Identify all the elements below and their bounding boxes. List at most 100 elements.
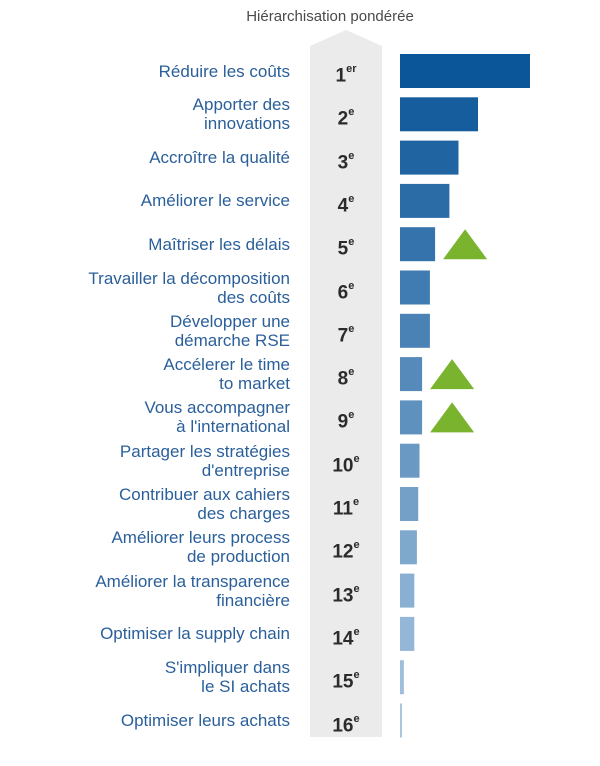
category-label: Accroître la qualité (10, 148, 290, 167)
rank-column-background (310, 30, 382, 737)
rising-arrow-icon (430, 402, 475, 433)
category-label-line: innovations (203, 114, 290, 134)
category-label-line: Réduire les coûts (158, 61, 290, 81)
chart-title: Hiérarchisation pondérée (246, 8, 414, 25)
rank-number: 15 (332, 671, 354, 693)
rank-number: 3 (337, 151, 349, 173)
category-label-line: des charges (197, 504, 290, 523)
category-label: S'impliquer dans le SI achats (10, 658, 290, 696)
category-label-line: financière (216, 590, 290, 610)
rank-number: 1 (335, 65, 347, 87)
bar-3 (400, 140, 459, 175)
category-label: Vous accompagner à l'international (10, 398, 290, 436)
bar-6 (400, 270, 430, 305)
category-label: Réduire les coûts (10, 62, 290, 81)
rank-label: 16e (310, 710, 382, 737)
rank-label: 3e (310, 147, 382, 174)
category-label-line: to market (219, 374, 290, 394)
rank-number: 8 (337, 368, 349, 390)
category-label-line: Maîtriser les délais (148, 234, 290, 254)
category-label: Accélerer le time to market (10, 355, 290, 393)
category-label-line: Contribuer aux cahiers (118, 485, 290, 504)
rank-suffix: e (353, 582, 360, 595)
bar-10 (400, 443, 420, 478)
bar-2 (400, 97, 478, 132)
bar-13 (400, 573, 415, 608)
rank-label: 12e (310, 536, 382, 563)
category-label-line: Optimiser leurs achats (120, 711, 290, 730)
category-label: Apporter des innovations (10, 95, 290, 133)
rank-label: 5e (310, 233, 382, 260)
rank-label: 6e (310, 277, 382, 304)
rank-number: 16 (332, 714, 354, 736)
bar-4 (400, 183, 450, 218)
rank-label: 13e (310, 580, 382, 607)
rank-suffix: e (348, 106, 355, 119)
bar-14 (400, 616, 415, 651)
rank-number: 9 (337, 411, 349, 433)
rank-number: 12 (332, 541, 354, 563)
rank-number: 5 (337, 238, 349, 260)
category-label: Améliorer leurs process de production (10, 528, 290, 566)
category-label-line: Optimiser la supply chain (100, 624, 290, 644)
category-label-line: Accroître la qualité (149, 148, 290, 168)
bar-8 (400, 357, 423, 392)
rank-number: 4 (337, 195, 349, 217)
rank-suffix: e (353, 539, 360, 552)
rank-suffix: e (353, 712, 360, 725)
rank-label: 7e (310, 320, 382, 347)
rank-label: 10e (310, 450, 382, 477)
rank-suffix: e (353, 452, 360, 465)
category-label-line: Travailler la décomposition (88, 268, 290, 288)
rank-label: 9e (310, 406, 382, 433)
rising-arrows-group (430, 229, 488, 433)
category-label-line: S'impliquer dans (164, 658, 290, 678)
rank-number: 10 (332, 455, 354, 477)
category-label-line: Développer une (169, 311, 290, 331)
category-label-line: de production (186, 547, 290, 567)
bar-7 (400, 313, 430, 348)
bar-11 (400, 487, 419, 521)
category-label-line: Apporter des (192, 95, 290, 115)
rank-suffix: e (353, 625, 360, 638)
rank-suffix: e (348, 192, 355, 205)
category-label: Optimiser la supply chain (10, 624, 290, 643)
category-label: Maîtriser les délais (10, 235, 290, 254)
category-label: Améliorer le service (10, 191, 290, 210)
category-label-line: Améliorer leurs process (111, 528, 290, 548)
category-label-line: Améliorer le service (140, 191, 290, 211)
category-label-line: des coûts (217, 287, 290, 307)
rank-label: 1er (310, 60, 382, 87)
rank-label: 11e (310, 493, 382, 520)
bar-16 (400, 703, 402, 738)
rank-suffix: e (352, 496, 360, 508)
category-label-line: Améliorer la transparence (95, 571, 290, 591)
bar-12 (400, 530, 417, 565)
rank-number: 14 (332, 628, 354, 650)
rising-arrow-icon (430, 359, 475, 390)
category-label: Développer une démarche RSE (10, 312, 290, 350)
rank-suffix: e (353, 669, 360, 682)
rank-number: 7 (337, 325, 349, 347)
category-label-line: Accélerer le time (163, 355, 290, 375)
rank-number: 11 (332, 498, 353, 520)
bar-9 (400, 400, 423, 435)
rank-suffix: e (348, 279, 355, 292)
category-label-line: Partager les stratégies (119, 441, 290, 461)
category-label-line: d'entreprise (201, 460, 290, 480)
rank-number: 13 (332, 584, 354, 606)
category-label: Partager les stratégies d'entreprise (10, 442, 290, 480)
category-label: Travailler la décomposition des coûts (10, 269, 290, 307)
bar-15 (400, 660, 404, 695)
category-label-line: démarche RSE (174, 330, 290, 350)
rank-label: 2e (310, 103, 382, 130)
category-label: Améliorer la transparence financière (10, 572, 290, 610)
rank-label: 8e (310, 363, 382, 390)
bars-group (400, 54, 530, 738)
category-label-line: le SI achats (201, 677, 290, 697)
rank-suffix: er (346, 63, 357, 75)
rank-label: 4e (310, 190, 382, 217)
bar-5 (400, 227, 436, 262)
rising-arrow-icon (443, 229, 488, 260)
